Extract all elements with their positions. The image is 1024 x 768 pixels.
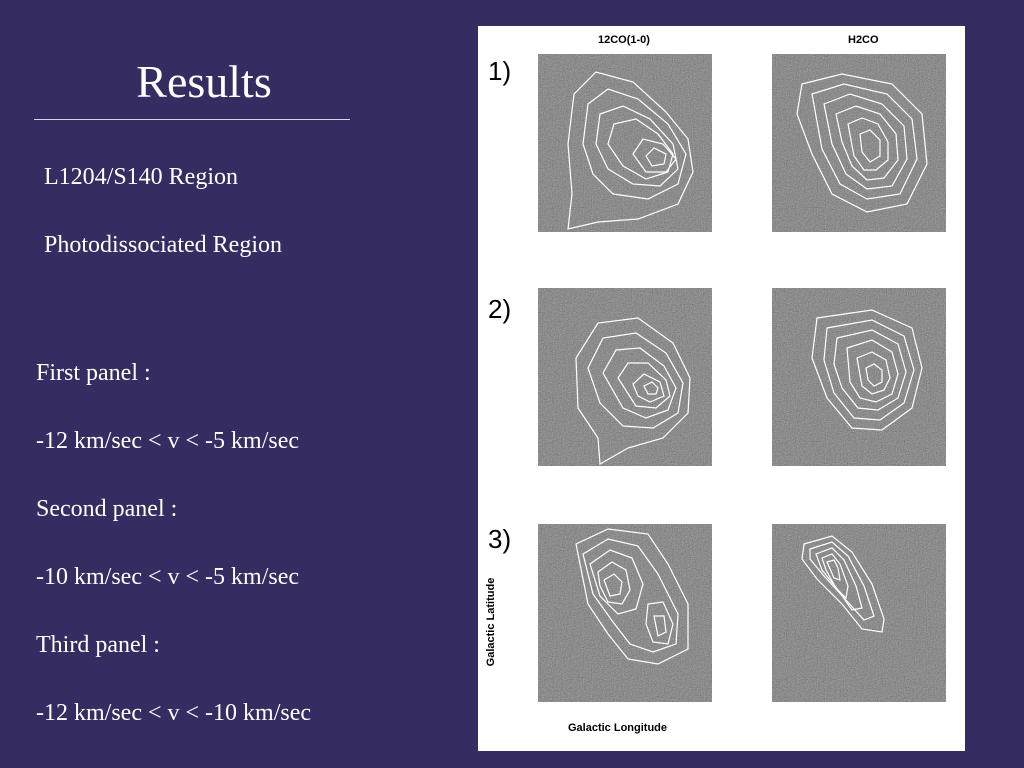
third-panel-range: -12 km/sec < v < -10 km/sec	[36, 700, 312, 726]
y-axis-label: Galactic Latitude	[485, 577, 497, 667]
panel-number-3: 3)	[488, 524, 512, 554]
first-panel-label: First panel :	[36, 360, 151, 386]
slide-title: Results	[136, 56, 272, 107]
second-panel-range: -10 km/sec < v < -5 km/sec	[36, 564, 300, 590]
panel-number-1: 1)	[488, 56, 512, 86]
first-panel-range: -12 km/sec < v < -5 km/sec	[36, 428, 300, 454]
second-panel-label: Second panel :	[36, 496, 178, 522]
contour-map-h2co-3	[772, 524, 946, 702]
third-panel-label: Third panel :	[36, 632, 160, 658]
contour-map-h2co-1	[772, 54, 946, 232]
contour-figure: 12CO(1-0) H2CO 1) 2) 3)	[478, 26, 965, 751]
column-header-h2co: H2CO	[848, 34, 879, 46]
x-axis-label: Galactic Longitude	[568, 722, 668, 734]
title-divider	[34, 119, 350, 120]
column-header-co: 12CO(1-0)	[598, 34, 650, 46]
panel-number-2: 2)	[488, 294, 512, 324]
contour-map-h2co-2	[772, 288, 946, 466]
contour-map-co-2	[538, 288, 712, 466]
contour-map-co-3	[538, 524, 712, 702]
region-label: L1204/S140 Region	[44, 164, 239, 190]
contour-map-co-1	[538, 54, 712, 232]
pdr-label: Photodissociated Region	[44, 232, 282, 258]
